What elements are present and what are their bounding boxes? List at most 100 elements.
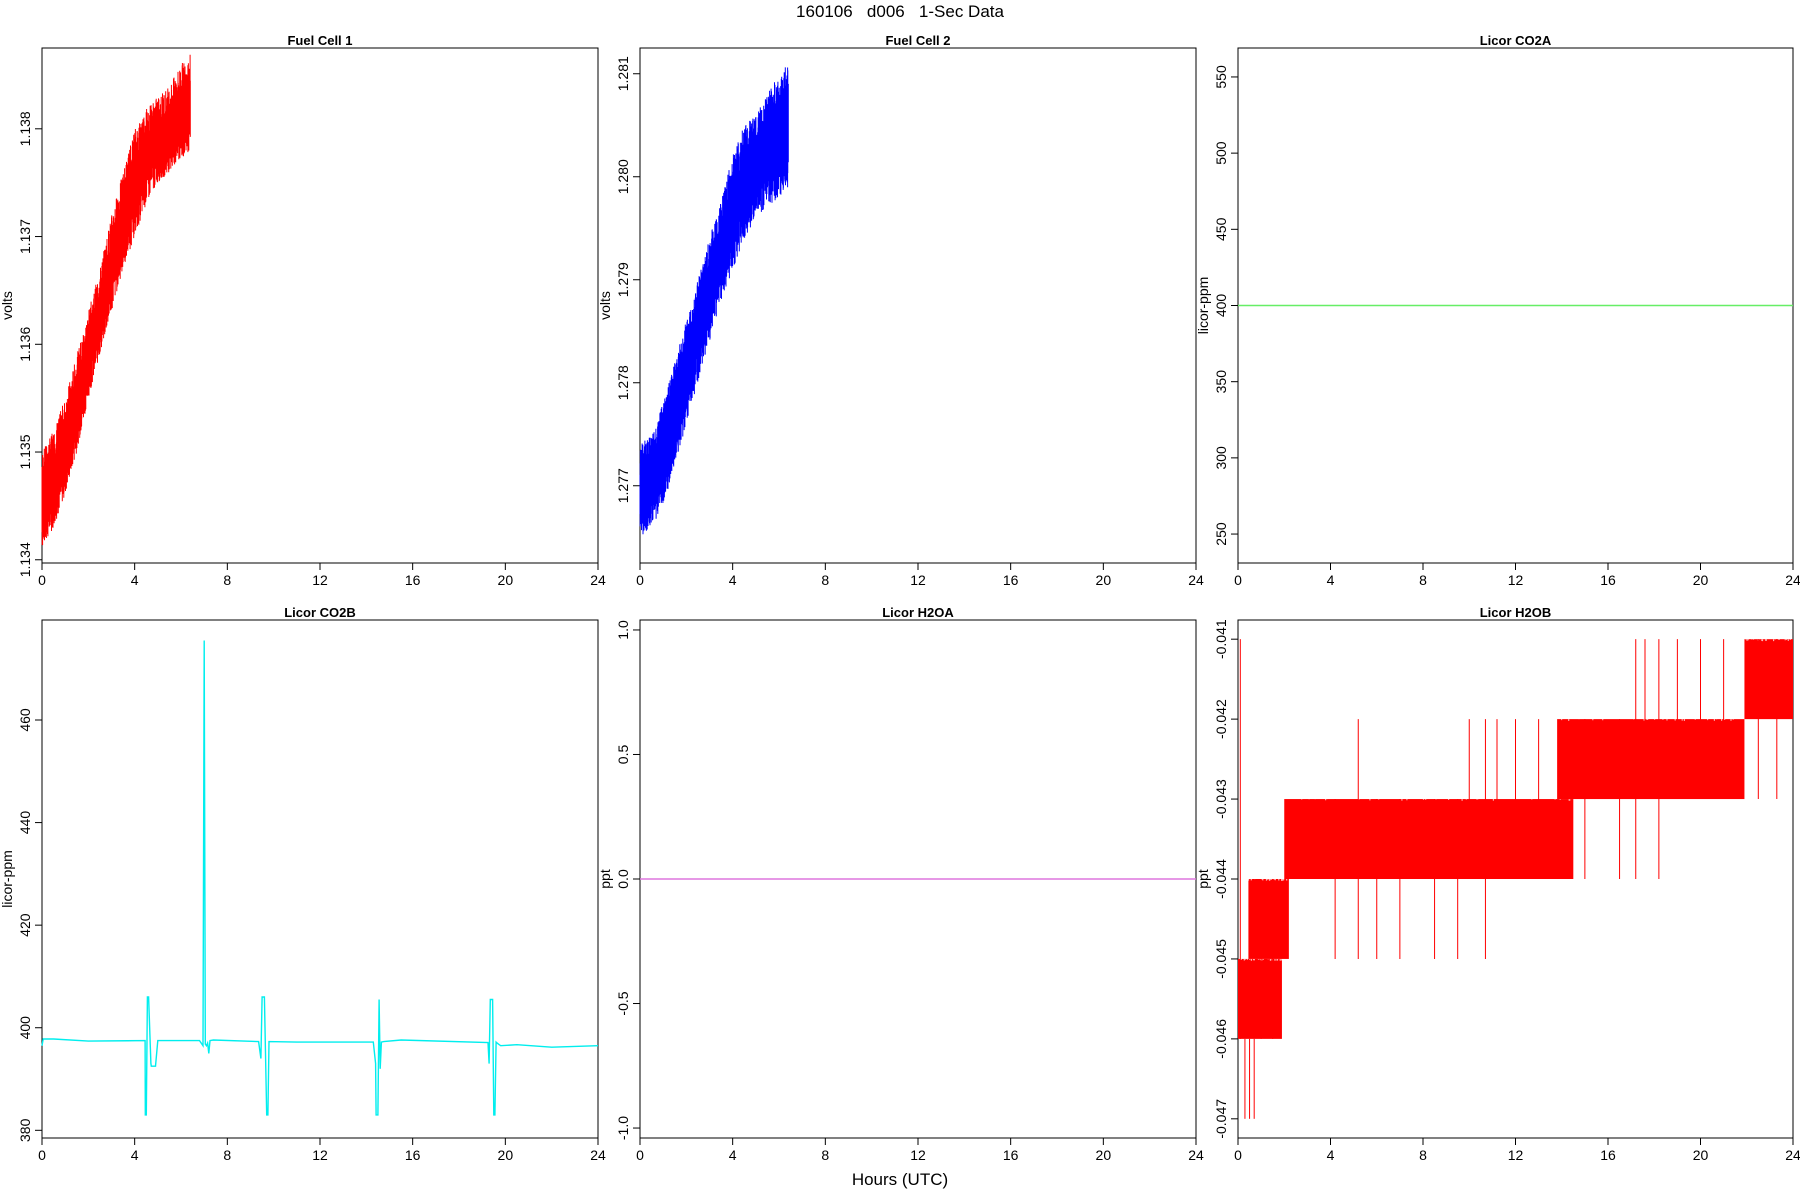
panel-title: Licor H2OA — [882, 605, 954, 620]
x-tick-label: 8 — [223, 1147, 231, 1163]
y-tick-label: 400 — [17, 1016, 33, 1040]
y-tick-label: -1.0 — [615, 1116, 631, 1140]
chart-licor-co2a: Licor CO2A licor-ppm 0 4 8 12 16 20 24 250 300 350 4… — [1195, 33, 1800, 588]
series-licor-co2b — [41, 640, 599, 1116]
x-tick-label: 20 — [1096, 572, 1112, 588]
y-axis-label: licor-ppm — [1195, 277, 1211, 335]
x-tick-label: 0 — [38, 572, 46, 588]
level-fill — [1284, 799, 1574, 879]
y-tick-label: 420 — [17, 913, 33, 937]
y-axis-label: volts — [0, 291, 15, 320]
y-tick-label: 1.136 — [17, 327, 33, 362]
x-tick-label: 12 — [1508, 572, 1524, 588]
y-tick-label: 250 — [1213, 522, 1229, 546]
chart-fuel-cell-1: Fuel Cell 1 volts 0 4 8 12 16 20 24 1.134 1.135 1.1… — [0, 33, 606, 588]
y-axis-label: volts — [597, 291, 613, 320]
level-gaps — [1239, 958, 1283, 961]
x-tick-label: 0 — [636, 572, 644, 588]
x-tick-label: 8 — [821, 1147, 829, 1163]
y-tick-label: 350 — [1213, 370, 1229, 394]
x-tick-label: 16 — [1600, 1147, 1616, 1163]
x-tick-label: 24 — [1785, 572, 1800, 588]
x-tick-label: 24 — [590, 1147, 606, 1163]
series-band-fuel-cell-2 — [639, 67, 789, 535]
y-tick-label: 1.281 — [615, 56, 631, 91]
x-tick-label: 4 — [729, 1147, 737, 1163]
level-gaps — [1301, 799, 1571, 801]
x-tick-label: 8 — [1419, 572, 1427, 588]
level-band — [1247, 879, 1289, 959]
panel-fuel-cell-2: Fuel Cell 2 volts 0 4 8 12 16 20 24 1.277 1.278 1.2… — [597, 33, 1204, 588]
x-tick-label: 20 — [1693, 572, 1709, 588]
x-tick-label: 12 — [312, 572, 328, 588]
level-fill — [1248, 879, 1289, 959]
y-tick-label: 440 — [17, 811, 33, 835]
x-tick-label: 4 — [131, 572, 139, 588]
x-tick-label: 24 — [590, 572, 606, 588]
level-band — [1284, 799, 1574, 879]
y-tick-label: -0.046 — [1213, 1019, 1229, 1059]
x-tick-label: 16 — [1600, 572, 1616, 588]
y-tick-label: -0.042 — [1213, 699, 1229, 739]
y-tick-label: 1.135 — [17, 434, 33, 469]
x-tick-label: 4 — [131, 1147, 139, 1163]
y-tick-label: 0.0 — [615, 869, 631, 889]
figure-x-axis-label: Hours (UTC) — [851, 1170, 949, 1189]
series-line-licor-co2b — [41, 640, 599, 1116]
x-tick-label: 16 — [405, 1147, 421, 1163]
panel-licor-h2oa: Licor H2OA ppt 0 4 8 12 16 20 24 -1.0 -0.5 0.0 0.5 1.… — [597, 605, 1204, 1163]
y-axis-label: ppt — [597, 869, 613, 889]
x-tick-label: 12 — [1508, 1147, 1524, 1163]
x-tick-label: 8 — [223, 572, 231, 588]
plot-frame — [639, 47, 1197, 564]
panel-title: Licor CO2A — [1480, 33, 1552, 48]
y-tick-label: 1.0 — [615, 620, 631, 640]
level-gaps — [1561, 719, 1734, 721]
x-tick-label: 16 — [1003, 572, 1019, 588]
panel-licor-co2b: Licor CO2B licor-ppm 0 4 8 12 16 20 24 380 400 420 4… — [0, 605, 606, 1163]
y-tick-label: 460 — [17, 708, 33, 732]
y-axis-label: licor-ppm — [0, 850, 15, 908]
x-tick-label: 20 — [498, 1147, 514, 1163]
level-fill — [1557, 719, 1745, 800]
plot-frame — [41, 619, 599, 1139]
x-tick-label: 16 — [1003, 1147, 1019, 1163]
chart-licor-h2oa: Licor H2OA ppt 0 4 8 12 16 20 24 -1.0 -0.5 0.0 0.5 1.… — [597, 605, 1204, 1163]
panel-licor-co2a: Licor CO2A licor-ppm 0 4 8 12 16 20 24 250 300 350 4… — [1195, 33, 1800, 588]
series-fuel-cell-1 — [41, 54, 191, 546]
y-tick-label: 500 — [1213, 141, 1229, 165]
level-band — [1238, 958, 1283, 1039]
level-fill — [1238, 958, 1282, 1039]
panel-fuel-cell-1: Fuel Cell 1 volts 0 4 8 12 16 20 24 1.134 1.135 1.1… — [0, 33, 606, 588]
x-tick-label: 16 — [405, 572, 421, 588]
y-tick-label: 1.279 — [615, 262, 631, 297]
x-tick-label: 20 — [498, 572, 514, 588]
y-tick-label: -0.044 — [1213, 859, 1229, 899]
x-tick-label: 24 — [1785, 1147, 1800, 1163]
panel-licor-h2ob: Licor H2OB ppt 0 4 8 12 16 20 24 -0.047 -0.046 -0.0… — [1195, 605, 1800, 1163]
y-tick-label: -0.047 — [1213, 1099, 1229, 1139]
level-band — [1744, 639, 1793, 720]
chart-fuel-cell-2: Fuel Cell 2 volts 0 4 8 12 16 20 24 1.277 1.278 1.2… — [597, 33, 1204, 588]
x-tick-label: 24 — [1188, 1147, 1204, 1163]
x-tick-label: 4 — [729, 572, 737, 588]
series-fuel-cell-2 — [639, 67, 789, 535]
y-tick-label: 300 — [1213, 446, 1229, 470]
y-tick-label: 400 — [1213, 294, 1229, 318]
panel-title: Licor H2OB — [1480, 605, 1552, 620]
level-band — [1557, 719, 1745, 800]
y-tick-label: -0.5 — [615, 991, 631, 1015]
x-tick-label: 0 — [38, 1147, 46, 1163]
x-tick-label: 24 — [1188, 572, 1204, 588]
panel-title: Fuel Cell 1 — [287, 33, 352, 48]
y-tick-label: 1.138 — [17, 111, 33, 146]
series-band-fuel-cell-1 — [41, 54, 191, 546]
y-tick-label: 1.280 — [615, 159, 631, 194]
x-tick-label: 8 — [1419, 1147, 1427, 1163]
x-tick-label: 12 — [910, 572, 926, 588]
panel-title: Licor CO2B — [284, 605, 356, 620]
x-tick-label: 0 — [1234, 1147, 1242, 1163]
panel-title: Fuel Cell 2 — [885, 33, 950, 48]
y-tick-label: -0.045 — [1213, 939, 1229, 979]
x-tick-label: 0 — [636, 1147, 644, 1163]
